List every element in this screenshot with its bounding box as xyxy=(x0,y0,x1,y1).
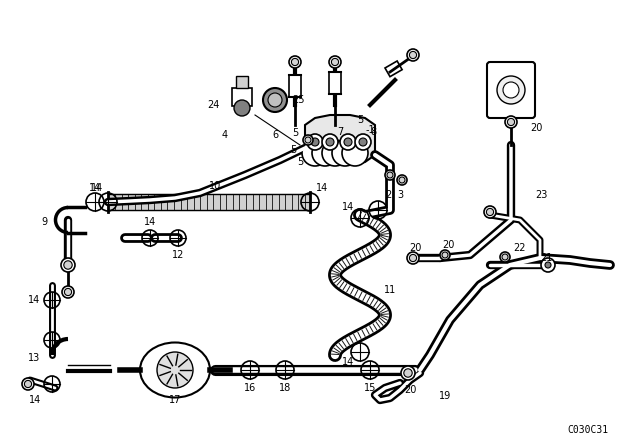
Text: 14: 14 xyxy=(316,183,328,193)
Ellipse shape xyxy=(140,343,210,397)
Circle shape xyxy=(61,258,75,272)
Text: 18: 18 xyxy=(279,383,291,393)
Circle shape xyxy=(311,138,319,146)
Circle shape xyxy=(407,252,419,264)
Circle shape xyxy=(410,254,417,262)
FancyBboxPatch shape xyxy=(487,62,535,118)
Circle shape xyxy=(385,170,395,180)
Circle shape xyxy=(22,378,34,390)
Text: 20: 20 xyxy=(530,123,542,133)
Text: 6: 6 xyxy=(272,130,278,140)
Circle shape xyxy=(401,366,415,380)
Circle shape xyxy=(302,140,328,166)
Text: 11: 11 xyxy=(384,285,396,295)
Text: 17: 17 xyxy=(169,395,181,405)
Text: 5: 5 xyxy=(297,157,303,167)
Text: 4: 4 xyxy=(222,130,228,140)
Text: 14: 14 xyxy=(29,395,41,405)
Text: 14: 14 xyxy=(91,183,103,193)
Text: 14: 14 xyxy=(342,202,354,212)
Text: 14: 14 xyxy=(144,217,156,227)
Text: 21: 21 xyxy=(540,253,552,263)
Text: 24: 24 xyxy=(207,100,220,110)
Text: C030C31: C030C31 xyxy=(568,425,609,435)
Circle shape xyxy=(312,140,338,166)
Circle shape xyxy=(329,56,341,68)
Circle shape xyxy=(500,252,510,262)
Circle shape xyxy=(486,208,493,215)
Text: 5: 5 xyxy=(290,145,296,155)
Text: 13: 13 xyxy=(28,353,40,363)
Bar xyxy=(329,72,341,94)
Circle shape xyxy=(497,76,525,104)
Circle shape xyxy=(404,369,412,377)
Text: 25: 25 xyxy=(292,95,305,105)
Circle shape xyxy=(397,175,407,185)
Text: 15: 15 xyxy=(364,383,376,393)
Text: 3: 3 xyxy=(397,190,403,200)
Text: 16: 16 xyxy=(244,383,256,393)
Circle shape xyxy=(332,58,339,65)
Circle shape xyxy=(410,52,417,59)
Circle shape xyxy=(541,258,555,272)
Text: 22: 22 xyxy=(514,243,526,253)
Circle shape xyxy=(508,118,515,125)
Circle shape xyxy=(157,352,193,388)
Text: 5: 5 xyxy=(357,115,363,125)
Circle shape xyxy=(442,252,448,258)
Bar xyxy=(385,61,402,77)
Circle shape xyxy=(342,140,368,166)
Text: 20: 20 xyxy=(409,243,421,253)
Text: 10: 10 xyxy=(209,181,221,191)
Circle shape xyxy=(326,138,334,146)
Text: -1: -1 xyxy=(365,125,375,135)
Text: 9: 9 xyxy=(42,217,48,227)
Text: 5: 5 xyxy=(292,128,298,138)
Circle shape xyxy=(503,82,519,98)
Text: 19: 19 xyxy=(439,391,451,401)
Circle shape xyxy=(502,254,508,260)
Circle shape xyxy=(322,140,348,166)
Circle shape xyxy=(344,138,352,146)
Text: 20: 20 xyxy=(404,385,416,395)
Bar xyxy=(236,76,248,88)
Circle shape xyxy=(359,138,367,146)
Circle shape xyxy=(355,134,371,150)
Circle shape xyxy=(505,116,517,128)
Text: 14: 14 xyxy=(342,357,354,367)
Circle shape xyxy=(268,93,282,107)
Bar xyxy=(289,75,301,97)
Circle shape xyxy=(263,88,287,112)
Circle shape xyxy=(322,134,338,150)
Circle shape xyxy=(62,286,74,298)
Circle shape xyxy=(64,261,72,269)
Bar xyxy=(232,88,252,106)
Text: 7: 7 xyxy=(337,127,343,137)
Circle shape xyxy=(407,49,419,61)
Circle shape xyxy=(340,134,356,150)
Circle shape xyxy=(234,100,250,116)
Circle shape xyxy=(332,140,358,166)
Circle shape xyxy=(440,250,450,260)
Circle shape xyxy=(545,262,551,268)
Text: 8: 8 xyxy=(370,127,376,137)
Circle shape xyxy=(387,172,393,178)
Text: 2: 2 xyxy=(385,190,391,200)
Text: 20: 20 xyxy=(442,240,454,250)
Circle shape xyxy=(305,137,311,143)
Text: 12: 12 xyxy=(172,250,184,260)
Circle shape xyxy=(289,56,301,68)
Circle shape xyxy=(24,380,31,388)
Circle shape xyxy=(65,289,72,296)
Polygon shape xyxy=(305,115,375,165)
Circle shape xyxy=(399,177,405,183)
Text: 14: 14 xyxy=(28,295,40,305)
Circle shape xyxy=(303,135,313,145)
Circle shape xyxy=(484,206,496,218)
Text: 14: 14 xyxy=(89,183,101,193)
Circle shape xyxy=(307,134,323,150)
Circle shape xyxy=(291,58,299,65)
Text: 23: 23 xyxy=(535,190,547,200)
